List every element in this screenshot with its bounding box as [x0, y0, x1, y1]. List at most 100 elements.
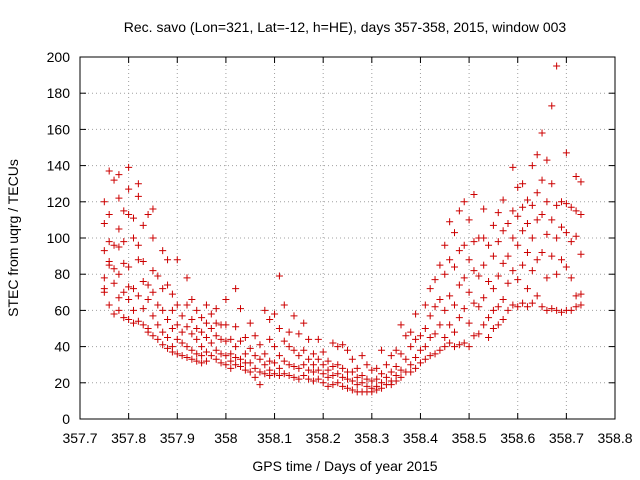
data-point-marker — [455, 281, 463, 289]
data-point-marker — [407, 343, 415, 351]
data-point-marker — [134, 256, 142, 264]
data-point-marker — [494, 321, 502, 329]
data-point-marker — [528, 234, 536, 242]
data-point-marker — [538, 129, 546, 137]
data-point-marker — [232, 343, 240, 351]
x-tick-label: 358 — [214, 430, 238, 446]
data-point-marker — [164, 256, 172, 264]
data-point-marker — [300, 361, 308, 369]
data-point-marker — [237, 337, 244, 345]
data-point-marker — [519, 299, 527, 307]
data-point-marker — [528, 299, 536, 307]
data-point-marker — [295, 330, 303, 338]
data-point-marker — [543, 274, 551, 282]
data-point-marker — [460, 241, 468, 249]
data-point-marker — [528, 267, 536, 275]
data-point-marker — [480, 294, 488, 302]
data-point-marker — [290, 346, 298, 354]
data-point-marker — [489, 306, 497, 314]
data-point-marker — [373, 375, 381, 383]
x-tick-label: 357.9 — [160, 430, 195, 446]
data-point-marker — [193, 325, 201, 332]
data-point-marker — [504, 220, 512, 228]
data-point-marker — [475, 303, 483, 311]
data-point-marker — [173, 350, 181, 358]
data-point-marker — [110, 310, 118, 318]
data-point-marker — [110, 176, 118, 184]
data-point-marker — [188, 315, 196, 323]
data-point-marker — [485, 241, 493, 249]
data-point-marker — [261, 370, 269, 378]
data-point-marker — [105, 301, 113, 309]
data-point-marker — [489, 221, 497, 229]
x-tick-label: 358.2 — [306, 430, 341, 446]
data-point-marker — [548, 102, 556, 110]
data-point-marker — [193, 357, 201, 365]
data-point-marker — [548, 252, 556, 260]
data-point-marker — [324, 366, 332, 374]
data-point-marker — [120, 207, 128, 215]
data-point-marker — [324, 382, 332, 390]
y-tick-label: 40 — [54, 339, 70, 355]
data-point-marker — [329, 381, 337, 389]
data-point-marker — [465, 216, 473, 224]
data-point-marker — [353, 364, 361, 372]
data-point-marker — [470, 299, 478, 307]
data-point-marker — [329, 372, 337, 380]
data-point-marker — [494, 303, 502, 311]
data-point-marker — [436, 321, 444, 329]
data-point-marker — [154, 272, 162, 280]
data-point-marker — [334, 343, 342, 351]
data-point-marker — [548, 216, 556, 224]
data-point-marker — [553, 201, 561, 209]
axis-ticks: 357.7 357.8 357.9 358 358.1 358.2 358.3 358.4 35… — [47, 49, 633, 446]
data-point-marker — [499, 227, 507, 235]
data-point-marker — [548, 180, 556, 188]
data-point-marker — [183, 343, 191, 351]
data-point-marker — [290, 363, 298, 371]
data-point-marker — [285, 343, 293, 351]
data-point-marker — [446, 256, 454, 264]
data-point-marker — [460, 274, 468, 282]
data-point-marker — [416, 359, 424, 367]
data-point-marker — [275, 272, 283, 280]
data-point-marker — [416, 346, 424, 354]
data-point-marker — [105, 167, 113, 175]
data-point-marker — [164, 334, 172, 342]
data-point-marker — [543, 198, 551, 206]
data-point-marker — [397, 350, 405, 358]
data-point-marker — [275, 325, 283, 332]
data-point-marker — [533, 216, 541, 224]
data-point-marker — [562, 149, 570, 157]
data-point-marker — [538, 303, 546, 311]
data-point-marker — [319, 379, 327, 387]
data-point-marker — [514, 212, 522, 220]
data-point-marker — [139, 221, 147, 229]
data-point-marker — [538, 176, 546, 184]
data-point-marker — [285, 361, 293, 369]
data-point-marker — [499, 296, 507, 304]
data-point-marker — [217, 359, 225, 367]
data-point-marker — [426, 312, 434, 320]
y-tick-label: 80 — [54, 266, 70, 282]
data-point-marker — [178, 352, 186, 360]
data-point-marker — [237, 305, 244, 313]
data-point-marker — [407, 368, 415, 376]
data-point-marker — [446, 339, 454, 347]
data-point-marker — [436, 261, 444, 269]
data-point-marker — [538, 248, 546, 256]
data-point-marker — [178, 312, 186, 320]
data-point-marker — [509, 301, 517, 309]
data-point-marker — [271, 370, 279, 378]
data-point-marker — [441, 241, 449, 249]
data-point-marker — [499, 196, 507, 204]
data-point-marker — [558, 198, 565, 206]
data-point-marker — [334, 379, 342, 387]
data-point-marker — [480, 321, 488, 329]
data-point-marker — [431, 303, 439, 311]
y-tick-label: 200 — [47, 49, 71, 65]
data-point-marker — [280, 337, 288, 345]
data-point-marker — [348, 355, 356, 363]
data-point-marker — [339, 341, 347, 349]
